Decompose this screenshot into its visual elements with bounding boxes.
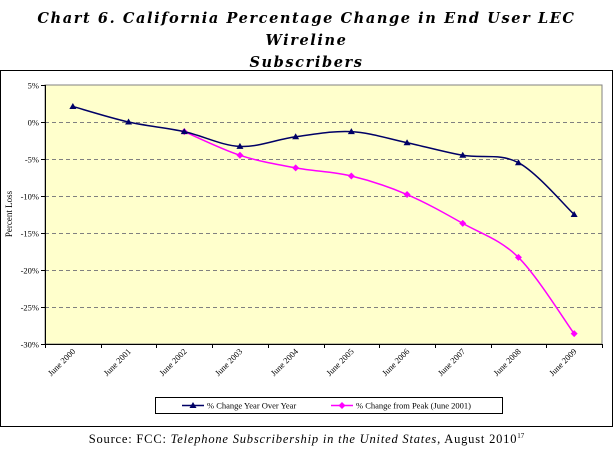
source-suffix: , August 2010	[437, 432, 518, 447]
source-note: Source: FCC: Telephone Subscribership in…	[0, 432, 613, 447]
y-tick-label: 5%	[28, 81, 39, 91]
y-axis-ticks: 5% 0% -5% -10% -15% -20% -25% -30%	[21, 81, 46, 350]
x-tick-label: June 2003	[213, 346, 245, 378]
data-point	[292, 164, 300, 172]
x-tick-label: June 2001	[101, 346, 133, 378]
x-tick-label: June 2000	[46, 346, 78, 378]
source-publication: Telephone Subscribership in the United S…	[170, 432, 438, 447]
source-prefix: Source: FCC:	[88, 432, 171, 447]
legend-label: % Change from Peak (June 2001)	[356, 401, 471, 411]
x-tick-label: June 2006	[380, 346, 412, 378]
legend-label: % Change Year Over Year	[207, 401, 296, 411]
y-axis-label: Percent Loss	[4, 190, 14, 237]
data-point	[292, 133, 300, 140]
chart-title-line-2: Subscribers	[249, 54, 364, 71]
data-point	[514, 253, 522, 261]
y-tick-label: -30%	[21, 340, 39, 350]
plot-area	[44, 84, 603, 345]
data-point	[459, 151, 467, 158]
series-group	[69, 102, 578, 338]
legend: % Change Year Over Year % Change from Pea…	[182, 401, 471, 411]
data-point	[180, 128, 188, 135]
y-tick-label: 0%	[28, 118, 39, 128]
chart-title-line-1: Chart 6. California Percentage Change in…	[37, 10, 576, 49]
data-point	[570, 211, 578, 217]
x-tick-label: June 2008	[491, 346, 523, 378]
data-point	[189, 402, 197, 408]
x-tick-label: June 2004	[268, 346, 300, 378]
legend-box	[155, 397, 503, 414]
chart-title: Chart 6. California Percentage Change in…	[0, 8, 613, 74]
x-tick-label: June 2009	[547, 346, 579, 378]
data-point	[125, 118, 133, 125]
data-point	[514, 159, 522, 166]
data-point	[347, 128, 355, 135]
x-axis-ticks: June 2000 June 2001 June 2002 June 2003 June…	[45, 344, 603, 378]
data-point	[347, 172, 355, 180]
source-footnote: 17	[517, 432, 525, 440]
data-point	[459, 219, 467, 227]
data-point	[403, 191, 411, 199]
data-point	[236, 151, 244, 159]
data-point	[403, 139, 411, 146]
y-tick-label: -25%	[21, 303, 39, 313]
data-point	[236, 142, 244, 149]
y-tick-label: -5%	[25, 155, 39, 165]
data-point	[69, 102, 77, 109]
y-tick-label: -10%	[21, 192, 39, 202]
y-tick-label: -15%	[21, 229, 39, 239]
x-tick-label: June 2002	[157, 346, 189, 378]
y-tick-label: -20%	[21, 266, 39, 276]
series-line	[72, 105, 575, 216]
data-point	[338, 402, 346, 409]
data-point	[570, 330, 578, 338]
x-tick-label: June 2005	[324, 346, 356, 378]
x-tick-label: June 2007	[436, 346, 468, 378]
